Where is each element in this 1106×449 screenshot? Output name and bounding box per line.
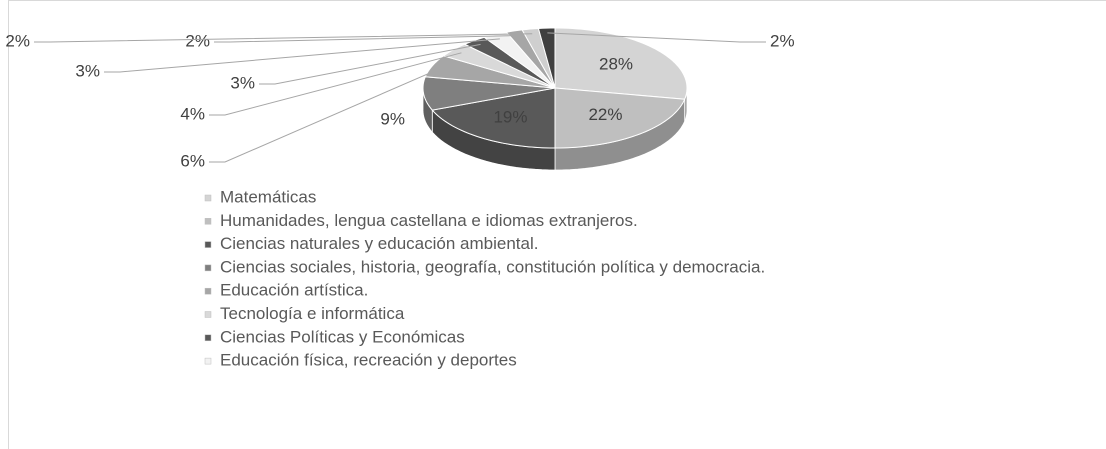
data-label: 2% — [5, 31, 30, 50]
data-label: 28% — [599, 55, 633, 74]
leader-line — [209, 52, 462, 116]
leader-line — [34, 33, 533, 43]
legend-swatch — [204, 311, 212, 318]
pie-slice — [422, 76, 556, 111]
leader-line — [209, 67, 443, 163]
pie-slice — [554, 27, 688, 100]
data-label: 4% — [180, 104, 205, 123]
legend-swatch — [204, 241, 212, 248]
legend-swatch — [204, 287, 212, 295]
leader-line — [104, 38, 500, 73]
pie-slice — [554, 87, 686, 149]
legend-label: Educación artística. — [220, 281, 368, 300]
legend-label: Ciencias sociales, historia, geografía, … — [220, 257, 765, 276]
legend-swatch — [204, 194, 212, 202]
data-label: 6% — [180, 151, 205, 170]
leader-line — [259, 43, 481, 85]
data-label: 22% — [588, 105, 622, 124]
data-label: 19% — [493, 107, 527, 126]
data-label: 2% — [770, 31, 795, 50]
legend-swatch — [204, 218, 212, 225]
leader-line — [547, 32, 766, 43]
legend-label: Ciencias naturales y educación ambiental… — [220, 234, 538, 253]
pie-slice — [537, 27, 556, 89]
leader-line — [214, 35, 518, 43]
legend-swatch — [204, 334, 212, 342]
legend-label: Matemáticas — [220, 187, 316, 206]
data-label: 9% — [380, 109, 405, 128]
legend-label: Humanidades, lengua castellana e idiomas… — [220, 211, 638, 230]
legend-swatch — [204, 357, 212, 365]
legend-label: Educación física, recreación y deportes — [220, 351, 517, 370]
data-label: 2% — [185, 31, 210, 50]
data-label: 3% — [230, 73, 255, 92]
pie-slice — [431, 87, 556, 149]
legend-label: Ciencias Políticas y Económicas — [220, 327, 465, 346]
legend-swatch — [204, 264, 212, 272]
legend-label: Tecnología e informática — [220, 304, 405, 323]
data-label: 3% — [75, 61, 100, 80]
